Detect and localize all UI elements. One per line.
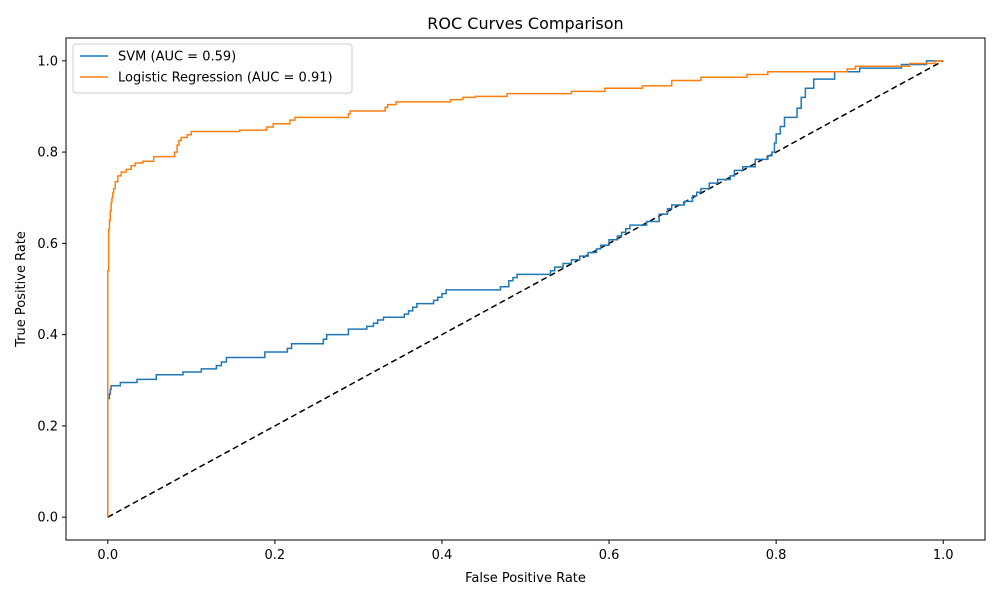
x-axis-label: False Positive Rate xyxy=(465,571,586,586)
y-tick-label: 1.0 xyxy=(37,54,58,69)
legend-box xyxy=(72,43,353,94)
y-tick-label: 0.6 xyxy=(37,237,58,252)
x-tick-label: 0.8 xyxy=(766,548,787,563)
series-layer xyxy=(107,60,944,518)
y-tick-label: 0.2 xyxy=(37,419,58,434)
x-tick-label: 0.2 xyxy=(265,548,286,563)
x-tick-label: 0.6 xyxy=(599,548,620,563)
x-tick-label: 1.0 xyxy=(933,548,954,563)
chart-title: ROC Curves Comparison xyxy=(427,14,623,33)
x-tick-label: 0.4 xyxy=(432,548,453,563)
y-axis-ticks: 0.0 0.2 0.4 0.6 0.8 1.0 xyxy=(37,54,66,526)
y-tick-label: 0.8 xyxy=(37,146,58,161)
logistic-regression-roc-line xyxy=(107,60,944,518)
y-axis-label: True Positive Rate xyxy=(14,231,29,348)
legend-label-svm: SVM (AUC = 0.59) xyxy=(118,50,236,65)
legend: SVM (AUC = 0.59) Logistic Regression (AU… xyxy=(72,43,353,94)
chance-diagonal-line xyxy=(107,60,944,518)
x-axis-ticks: 0.0 0.2 0.4 0.6 0.8 1.0 xyxy=(97,540,954,563)
x-tick-label: 0.0 xyxy=(97,548,118,563)
svm-roc-line xyxy=(107,60,944,518)
legend-label-logistic-regression: Logistic Regression (AUC = 0.91) xyxy=(118,71,333,86)
y-tick-label: 0.0 xyxy=(37,511,58,526)
plot-frame xyxy=(65,37,986,541)
y-tick-label: 0.4 xyxy=(37,328,58,343)
